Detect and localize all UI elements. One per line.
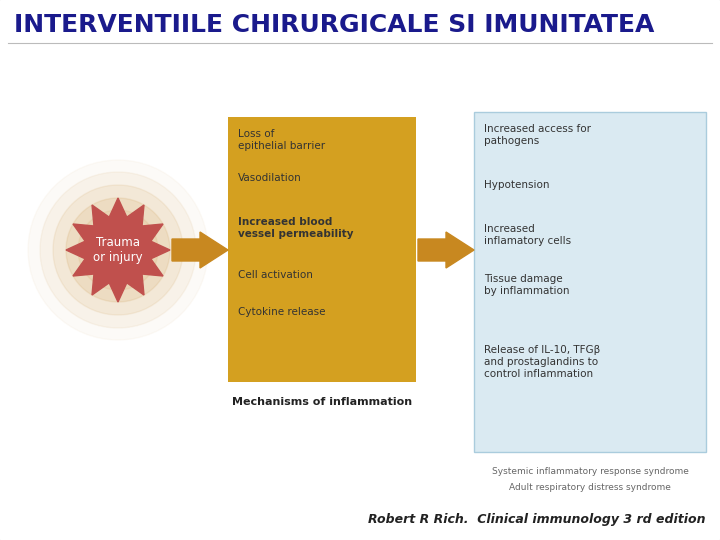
- Text: Release of IL-10, TFGβ
and prostaglandins to
control inflammation: Release of IL-10, TFGβ and prostaglandin…: [484, 346, 600, 379]
- Text: Adult respiratory distress syndrome: Adult respiratory distress syndrome: [509, 483, 671, 492]
- Circle shape: [40, 172, 196, 328]
- Polygon shape: [172, 232, 228, 268]
- FancyBboxPatch shape: [228, 117, 416, 382]
- Text: Cytokine release: Cytokine release: [238, 307, 325, 317]
- Text: Systemic inflammatory response syndrome: Systemic inflammatory response syndrome: [492, 468, 688, 476]
- Text: Increased
inflamatory cells: Increased inflamatory cells: [484, 224, 571, 246]
- Circle shape: [78, 210, 158, 290]
- Text: Loss of
epithelial barrier: Loss of epithelial barrier: [238, 129, 325, 151]
- Text: INTERVENTIILE CHIRURGICALE SI IMUNITATEA: INTERVENTIILE CHIRURGICALE SI IMUNITATEA: [14, 13, 654, 37]
- Polygon shape: [418, 232, 474, 268]
- Text: Mechanisms of inflammation: Mechanisms of inflammation: [232, 397, 412, 407]
- Polygon shape: [66, 198, 170, 302]
- Text: Trauma
or injury: Trauma or injury: [93, 236, 143, 264]
- Text: Vasodilation: Vasodilation: [238, 173, 302, 183]
- Circle shape: [53, 185, 183, 315]
- Text: Hypotension: Hypotension: [484, 180, 549, 190]
- Text: Cell activation: Cell activation: [238, 270, 313, 280]
- Text: Robert R Rich.  Clinical immunology 3 rd edition: Robert R Rich. Clinical immunology 3 rd …: [369, 514, 706, 526]
- Text: Increased blood
vessel permeability: Increased blood vessel permeability: [238, 217, 354, 239]
- Text: Tissue damage
by inflammation: Tissue damage by inflammation: [484, 274, 570, 296]
- FancyBboxPatch shape: [474, 112, 706, 452]
- Text: Increased access for
pathogens: Increased access for pathogens: [484, 124, 591, 146]
- Circle shape: [66, 198, 170, 302]
